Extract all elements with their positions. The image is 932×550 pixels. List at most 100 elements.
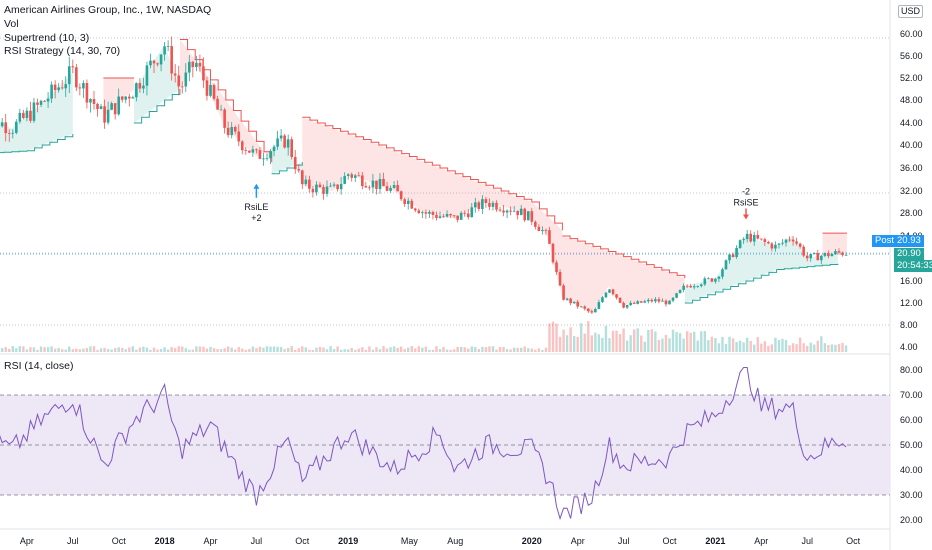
candle-body [745,233,749,240]
volume-bar [798,337,802,352]
candle-body [67,66,71,85]
candle-body [615,294,618,298]
candle-body [4,122,8,134]
volume-bar [343,349,346,352]
candle-body [106,109,110,123]
legend-vol[interactable]: Vol [4,18,19,30]
volume-bar [128,347,131,352]
candle-body [258,150,262,159]
candle-body [135,83,138,98]
volume-bar [368,346,371,352]
time-axis-tick-label: Oct [295,536,310,546]
volume-bar [0,348,4,352]
volume-bar [756,337,759,352]
volume-bar [308,349,311,352]
volume-bar [445,349,449,352]
candle-body [75,67,78,88]
candle-body [385,186,389,191]
candle-body [173,73,177,76]
price-axis-tick-label: 52.00 [900,73,923,83]
volume-bar [347,349,350,352]
volume-bar [403,348,406,352]
candle-body [752,234,756,242]
volume-bar [753,344,756,352]
candle-body [558,272,562,286]
candle-body [396,185,399,192]
candle-body [770,243,774,249]
candle-body [837,251,841,253]
candle-body [805,255,809,259]
volume-bar [121,347,124,352]
volume-bar [32,347,36,352]
price-axis-tick-label: 56.00 [900,51,923,61]
candle-body [180,86,184,88]
legend-supertrend[interactable]: Supertrend (10, 3) [4,32,90,44]
volume-layer [0,321,848,352]
candle-body [714,278,717,282]
candle-body [311,188,315,193]
volume-bar [541,349,544,352]
candle-body [548,230,551,244]
candle-body [191,61,195,68]
candle-body [689,286,692,288]
legend-rsi[interactable]: RSI (14, close) [4,360,74,372]
volume-bar [484,347,488,352]
candle-body [781,242,784,244]
last-price-box: 20.90 [894,248,924,260]
candle-body [763,239,767,243]
candle-body [498,209,502,211]
volume-bar [290,346,293,352]
candle-body [512,210,516,212]
volume-bar [184,348,187,352]
volume-bar [318,346,322,352]
candle-body [230,127,233,136]
candle-body [89,99,92,103]
volume-bar [608,338,611,352]
candle-body [248,150,251,153]
supertrend-fill [26,72,73,151]
volume-bar [830,344,834,352]
candle-body [827,252,830,257]
volume-bar [520,347,523,352]
volume-bar [685,331,689,352]
volume-bar [435,346,438,352]
candle-body [774,244,777,249]
volume-bar [731,338,735,352]
candle-body [671,297,675,301]
volume-bar [131,346,135,352]
candle-body [452,215,456,217]
volume-bar [668,338,671,352]
candle-body [421,212,424,214]
volume-bar [226,346,230,352]
candle-body [152,60,156,64]
volume-bar [488,346,491,352]
volume-bar [230,347,233,352]
volume-bar [46,347,50,352]
candle-body [594,308,597,313]
candle-body [601,297,604,303]
volume-bar [438,349,442,352]
legend-rsi-strategy[interactable]: RSI Strategy (14, 30, 70) [4,45,121,57]
candle-body [39,100,43,105]
volume-bar [110,349,113,352]
volume-bar [152,347,156,352]
candle-body [470,207,474,218]
supertrend-line [302,116,533,202]
volume-bar [682,338,685,352]
candle-body [438,216,442,219]
candle-body [163,46,166,55]
candle-body [791,239,795,242]
volume-bar [11,346,14,352]
short-signal-label: RsiSE [733,198,758,208]
candle-body [523,208,527,221]
candle-body [322,187,325,194]
volume-bar [625,340,629,352]
volume-bar [50,346,53,352]
candle-body [304,179,308,185]
currency-button[interactable]: USD [898,5,924,18]
volume-bar [421,347,424,352]
supertrend-line [776,263,839,270]
volume-bar [558,336,562,352]
candle-body [562,285,565,300]
